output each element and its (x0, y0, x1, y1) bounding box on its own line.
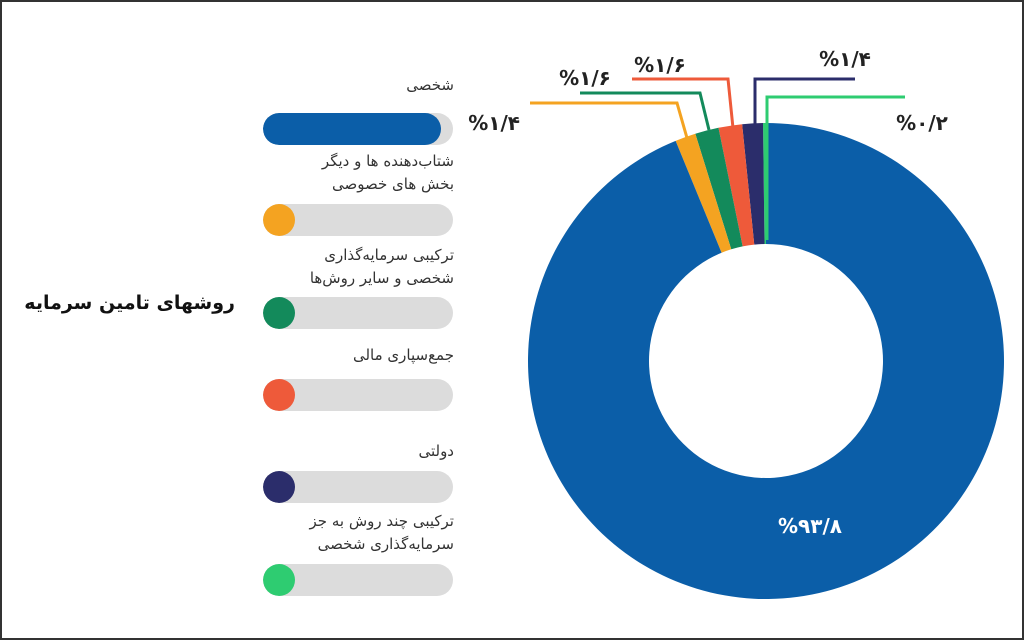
legend-bar (263, 379, 453, 411)
legend-label-line: دولتی (418, 442, 454, 460)
donut-slice (528, 123, 1005, 599)
data-label: %۰/۲ (896, 111, 948, 135)
legend-label-line: بخش های خصوصی (331, 175, 454, 193)
leader-line (530, 101, 689, 139)
legend-bar-fill (263, 297, 295, 329)
legend-bar (263, 564, 453, 596)
legend-bar (263, 204, 453, 236)
legend-label: شتاب‌دهنده ها و دیگر بخش های خصوصی (322, 150, 454, 196)
leader-line (580, 91, 711, 131)
legend-bar-fill (263, 204, 295, 236)
leader-line (753, 77, 855, 128)
legend-label-line: ترکیبی چند روش به جز (309, 512, 454, 530)
leader-line (632, 77, 735, 129)
legend-label: ترکیبی چند روش به جز سرمایه‌گذاری شخصی (310, 510, 454, 556)
leader-line (765, 95, 905, 240)
legend-label-line: جمع‌سپاری مالی (352, 346, 454, 364)
data-label: %۹۳/۸ (778, 514, 842, 538)
legend-label-line: شخصی و سایر روش‌ها (309, 269, 454, 287)
legend-label: ترکیبی سرمایه‌گذاری شخصی و سایر روش‌ها (310, 244, 454, 290)
legend-bar-fill (263, 113, 442, 145)
legend-bar (263, 471, 453, 503)
donut-slice (718, 124, 755, 247)
legend-label: شخصی (406, 74, 454, 97)
legend-bar-fill (263, 471, 295, 503)
data-label: %۱/۴ (468, 111, 520, 135)
legend-label-line: سرمایه‌گذاری شخصی (317, 535, 454, 553)
legend-bar-fill (263, 564, 295, 596)
chart-title: روشهای تامین سرمایه (24, 292, 235, 314)
legend-bar-fill (263, 379, 295, 411)
donut-slice (695, 127, 743, 250)
donut-slice (763, 123, 766, 245)
legend-bar (263, 297, 453, 329)
legend-bar (263, 113, 453, 145)
legend-label: دولتی (418, 440, 454, 463)
legend-label: جمع‌سپاری مالی (353, 344, 454, 367)
data-label: %۱/۶ (634, 53, 686, 77)
legend-label-line: شخصی (406, 76, 454, 94)
donut-slice (742, 123, 765, 245)
legend-label-line: شتاب‌دهنده ها و دیگر (321, 152, 454, 170)
donut-slice (675, 133, 732, 253)
data-label: %۱/۴ (819, 47, 871, 71)
data-label: %۱/۶ (559, 66, 611, 90)
legend-label-line: ترکیبی سرمایه‌گذاری (324, 246, 454, 264)
